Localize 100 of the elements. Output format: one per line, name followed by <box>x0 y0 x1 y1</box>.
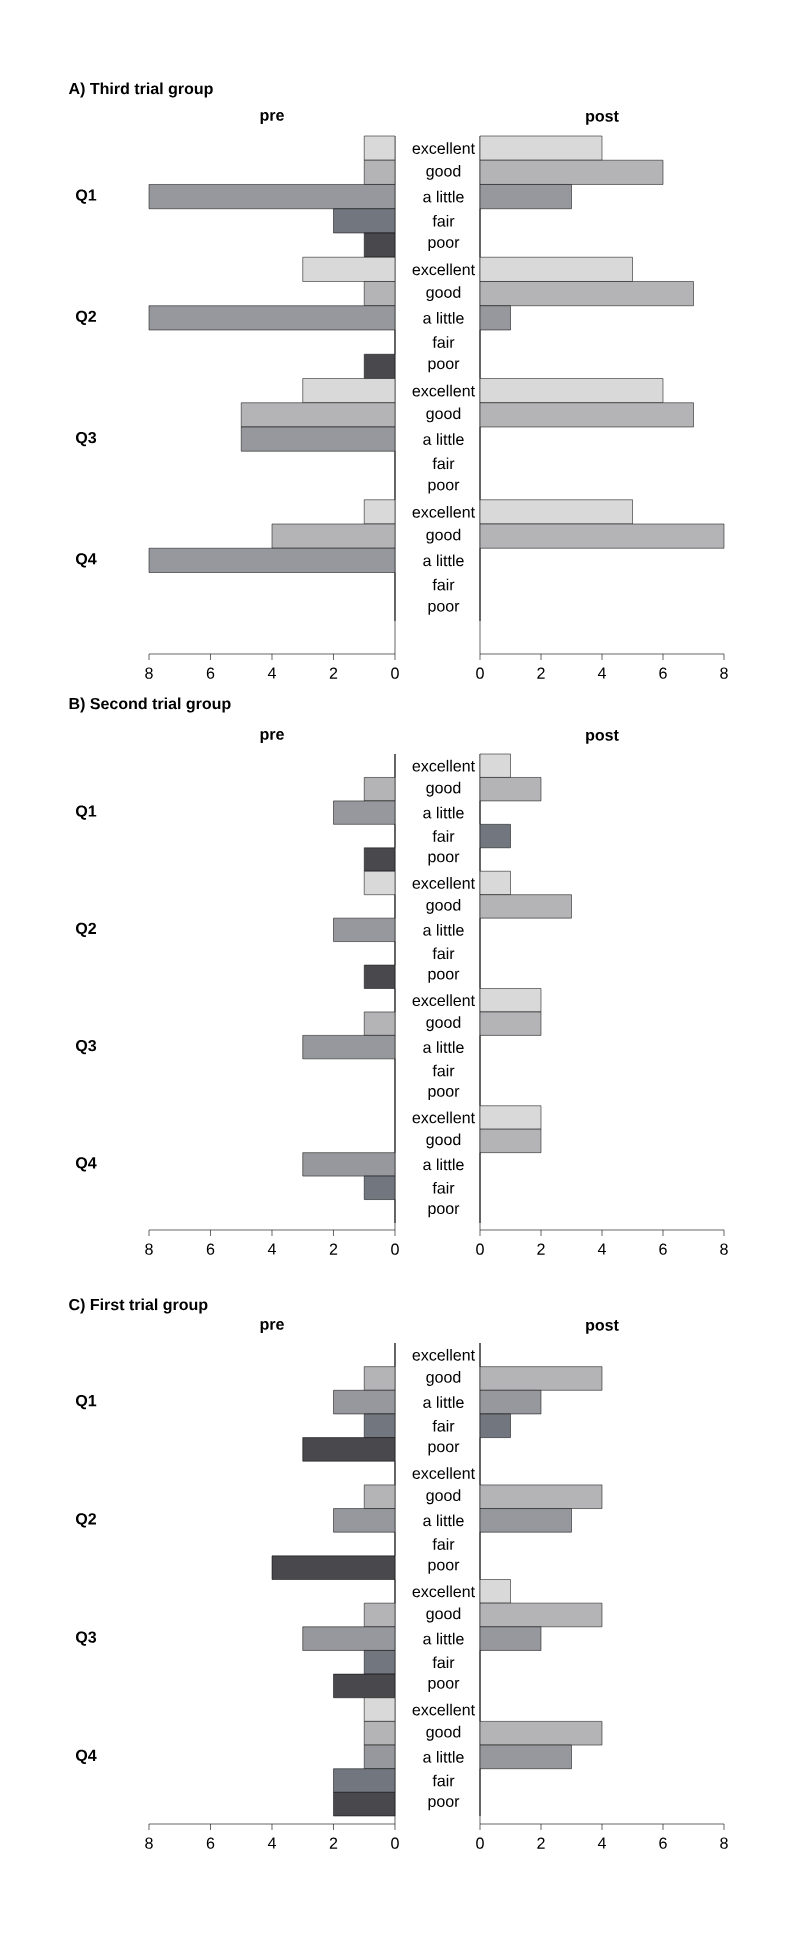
x-tick-label: 0 <box>391 667 399 679</box>
y-tick-label: a little <box>423 806 464 819</box>
x-tick-label: 4 <box>267 1243 276 1255</box>
x-tick-label: 6 <box>206 1243 215 1255</box>
x-tick-label: 8 <box>720 1837 728 1849</box>
x-tick-label: 2 <box>537 1243 545 1255</box>
text: Q3 <box>75 1039 97 1055</box>
y-tick-label: good <box>426 1016 461 1032</box>
y-tick-label: fair <box>432 214 455 227</box>
y-tick-label: excellent <box>412 877 475 889</box>
y-tick-label: a little <box>423 433 464 445</box>
y-tick-label: poor <box>428 602 460 615</box>
chart-title: pre <box>260 1321 284 1333</box>
x-tick-label: 4 <box>597 667 606 679</box>
y-tick-label: good <box>426 164 461 180</box>
y-tick-label: excellent <box>412 1585 475 1598</box>
y-tick-label: a little <box>423 1396 464 1408</box>
text: Q4 <box>75 1749 97 1765</box>
y-tick-label: excellent <box>412 1703 475 1716</box>
y-tick-label: poor <box>428 1679 460 1692</box>
text: Q4 <box>75 553 97 568</box>
x-tick-label: 8 <box>720 1243 728 1255</box>
y-tick-label: excellent <box>412 1467 475 1479</box>
y-tick-label: excellent <box>412 263 475 276</box>
y-tick-label: good <box>426 1133 461 1149</box>
y-tick-label: a little <box>423 311 464 324</box>
x-tick-label: 6 <box>206 667 215 679</box>
y-tick-label: excellent <box>412 505 475 518</box>
y-tick-label: good <box>426 1607 461 1623</box>
text: Q1 <box>75 1394 97 1410</box>
text: B) Second trial group <box>69 697 231 713</box>
x-tick-label: 2 <box>537 1837 545 1849</box>
chart-title: post <box>586 1320 619 1334</box>
x-tick-label: 4 <box>597 1243 606 1255</box>
x-tick-label: 8 <box>720 667 728 679</box>
y-tick-label: good <box>426 528 461 544</box>
y-tick-label: poor <box>428 1443 460 1456</box>
x-tick-label: 0 <box>476 1837 484 1849</box>
y-tick-label: poor <box>428 1798 460 1811</box>
x-tick-label: 2 <box>329 667 338 679</box>
y-tick-label: fair <box>432 947 455 960</box>
x-tick-label: 8 <box>145 667 153 679</box>
y-tick-label: a little <box>423 1041 464 1053</box>
x-tick-label: 6 <box>659 667 667 679</box>
x-tick-label: 6 <box>659 1243 667 1255</box>
text: Q3 <box>75 1631 97 1646</box>
y-tick-label: fair <box>432 1419 455 1432</box>
y-tick-label: poor <box>428 1561 460 1574</box>
y-tick-label: fair <box>432 457 455 470</box>
y-tick-label: fair <box>432 1538 455 1550</box>
text: Q1 <box>75 805 97 820</box>
x-tick-label: 2 <box>329 1243 338 1255</box>
y-tick-label: a little <box>423 1158 464 1171</box>
y-tick-label: good <box>426 898 461 914</box>
y-tick-label: poor <box>428 1088 460 1100</box>
y-tick-label: fair <box>432 830 455 842</box>
y-tick-label: excellent <box>412 142 475 154</box>
y-tick-label: good <box>426 781 461 797</box>
y-tick-label: a little <box>423 1632 464 1645</box>
y-tick-label: good <box>426 1371 461 1386</box>
y-tick-label: fair <box>432 1064 455 1077</box>
y-tick-label: excellent <box>412 759 475 772</box>
y-tick-label: fair <box>432 1774 455 1787</box>
text: Q1 <box>75 189 97 204</box>
y-tick-label: poor <box>428 481 460 494</box>
x-tick-label: 0 <box>391 1837 399 1849</box>
y-tick-label: poor <box>428 1205 460 1218</box>
y-tick-label: excellent <box>412 1348 475 1361</box>
y-tick-label: excellent <box>412 994 475 1007</box>
x-tick-label: 4 <box>267 667 276 679</box>
y-tick-label: poor <box>428 360 460 373</box>
y-tick-label: a little <box>423 190 464 203</box>
y-tick-label: good <box>426 407 461 423</box>
x-tick-label: 2 <box>537 667 545 679</box>
y-tick-label: poor <box>428 853 460 866</box>
y-tick-label: good <box>426 1725 461 1741</box>
y-tick-label: excellent <box>412 384 475 397</box>
x-tick-label: 0 <box>476 667 484 679</box>
y-tick-label: poor <box>428 970 460 983</box>
x-tick-label: 8 <box>145 1243 153 1255</box>
chart-title: post <box>586 111 619 125</box>
x-tick-label: 8 <box>145 1837 153 1849</box>
chart-title: pre <box>260 112 284 124</box>
x-tick-label: 4 <box>597 1837 606 1849</box>
x-tick-label: 0 <box>476 1243 484 1255</box>
x-tick-label: 4 <box>267 1837 276 1849</box>
y-tick-label: fair <box>432 1656 455 1669</box>
y-tick-label: good <box>426 1489 461 1505</box>
y-tick-label: a little <box>423 924 464 936</box>
text: Q2 <box>75 1513 97 1528</box>
text: Q2 <box>75 922 97 938</box>
text: Q4 <box>75 1157 97 1172</box>
y-tick-label: a little <box>423 554 464 567</box>
y-tick-label: excellent <box>412 1111 475 1124</box>
text: A) Third trial group <box>68 82 213 98</box>
y-tick-label: fair <box>432 1181 455 1194</box>
chart-title: post <box>586 730 619 744</box>
y-tick-label: a little <box>423 1514 464 1527</box>
text: Q3 <box>75 431 97 447</box>
y-tick-label: fair <box>432 336 455 348</box>
